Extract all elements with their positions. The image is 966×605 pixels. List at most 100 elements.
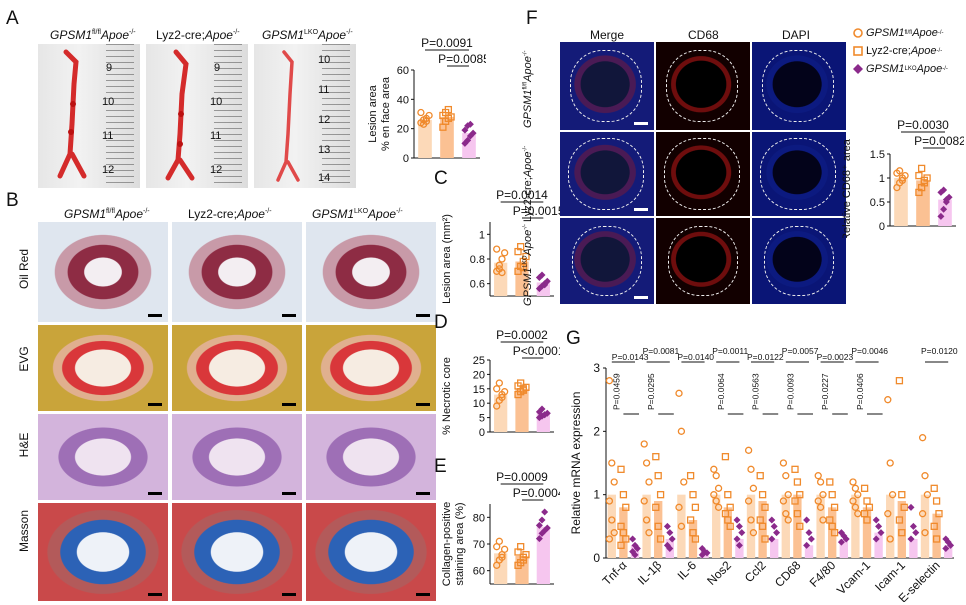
data-point <box>830 529 839 537</box>
data-point <box>495 379 503 387</box>
data-point <box>895 377 904 385</box>
y-axis-label: Lesion area (mm²) <box>441 214 453 304</box>
data-point <box>758 522 767 530</box>
data-point <box>803 516 811 524</box>
data-point <box>645 478 653 486</box>
data-point <box>898 491 906 499</box>
fluor-col-label: Merge <box>590 28 625 42</box>
bar <box>938 199 952 226</box>
y-tick-label: 3 <box>593 361 600 375</box>
ruler-number: 11 <box>210 130 222 142</box>
y-tick-label: 0 <box>593 551 600 565</box>
data-point <box>877 529 885 537</box>
data-point <box>517 543 525 551</box>
data-point <box>622 535 630 543</box>
group1-sup: fl/fl <box>92 29 101 36</box>
data-point <box>915 171 923 180</box>
group2-prefix: Lyz2-cre; <box>188 207 237 221</box>
p-value-label: P=0.0014 <box>496 188 548 202</box>
x-tick-label: Tnf-α <box>600 558 630 588</box>
p-value-label: P=0.0057 <box>782 346 819 356</box>
p-value-label: P=0.0120 <box>921 346 958 356</box>
data-point <box>677 522 686 530</box>
bar <box>909 539 918 558</box>
ko-sup: -/- <box>396 208 403 215</box>
data-point <box>417 108 425 117</box>
legend-label: GPSM1 <box>866 63 905 75</box>
data-point <box>617 465 625 473</box>
data-point <box>703 549 711 557</box>
data-point <box>842 535 850 543</box>
p-value-label: P=0.0459 <box>611 373 621 410</box>
data-point <box>779 497 788 505</box>
panel-label-c: C <box>434 168 448 189</box>
ko-sup: -/- <box>942 66 948 72</box>
histology-he-group3 <box>306 414 436 500</box>
data-point <box>498 393 506 402</box>
bar <box>944 545 953 558</box>
bar <box>781 494 790 558</box>
data-point <box>642 516 651 524</box>
y-tick-label: 2 <box>593 424 600 438</box>
panel-label-d: D <box>434 312 448 333</box>
fluor-cd68-group3 <box>656 218 750 304</box>
legend-item-group3: GPSM1 LKO Apoe -/- <box>852 60 964 78</box>
aorta-photo-group1: 9 10 11 12 <box>38 44 140 188</box>
aorta-photo-group3: 10 11 12 13 14 <box>254 44 356 188</box>
y-tick-label: 1 <box>879 173 885 185</box>
group3-suffix: Apoe <box>318 28 347 42</box>
data-point <box>675 503 683 511</box>
data-point <box>937 188 945 196</box>
data-point <box>738 529 746 537</box>
data-point <box>605 497 614 505</box>
data-point <box>761 535 769 543</box>
y-axis-label: Collagen-positive <box>441 502 453 586</box>
data-point <box>498 553 506 561</box>
data-point <box>819 516 827 524</box>
data-point <box>686 516 695 524</box>
data-point <box>466 132 474 140</box>
data-point <box>749 529 758 537</box>
ruler-number: 9 <box>214 62 221 74</box>
p-value-label: P=0.0563 <box>751 373 761 410</box>
y-tick-label: 25 <box>473 355 485 367</box>
data-point <box>935 510 943 518</box>
histology-oilred-group3 <box>306 222 436 322</box>
data-point <box>721 453 730 461</box>
data-point <box>770 522 778 530</box>
histology-masson-group2 <box>172 503 302 601</box>
data-point <box>541 281 549 289</box>
histology-evg-group1 <box>38 325 168 411</box>
data-point <box>796 491 804 499</box>
bar <box>494 394 508 432</box>
fluor-dapi-group1 <box>752 42 846 130</box>
data-point <box>830 503 839 511</box>
data-point <box>898 529 906 537</box>
bar <box>607 494 616 558</box>
data-point <box>535 521 543 529</box>
data-point <box>807 535 815 543</box>
data-point <box>691 535 700 543</box>
bar <box>816 494 825 558</box>
fluor-cd68-group1 <box>656 42 750 130</box>
stain-row-label: Oil Red <box>17 249 31 290</box>
data-point <box>920 179 929 187</box>
data-point <box>744 446 753 454</box>
group3-prefix: GPSM1 <box>312 207 355 221</box>
bar <box>920 494 930 558</box>
data-point <box>495 537 503 545</box>
data-point <box>782 472 790 480</box>
data-point <box>803 541 811 549</box>
group3-sup: LKO <box>304 29 319 36</box>
data-point <box>617 541 625 549</box>
data-point <box>819 491 827 499</box>
data-point <box>947 541 955 549</box>
y-tick-label: 20 <box>473 369 485 381</box>
data-point <box>805 529 813 537</box>
legend-item-group1: GPSM1 fl/fl Apoe -/- <box>852 24 964 42</box>
data-point <box>865 503 874 511</box>
group3-sup: LKO <box>522 255 529 268</box>
data-point <box>837 538 845 546</box>
data-point <box>714 503 723 511</box>
data-point <box>712 472 720 480</box>
